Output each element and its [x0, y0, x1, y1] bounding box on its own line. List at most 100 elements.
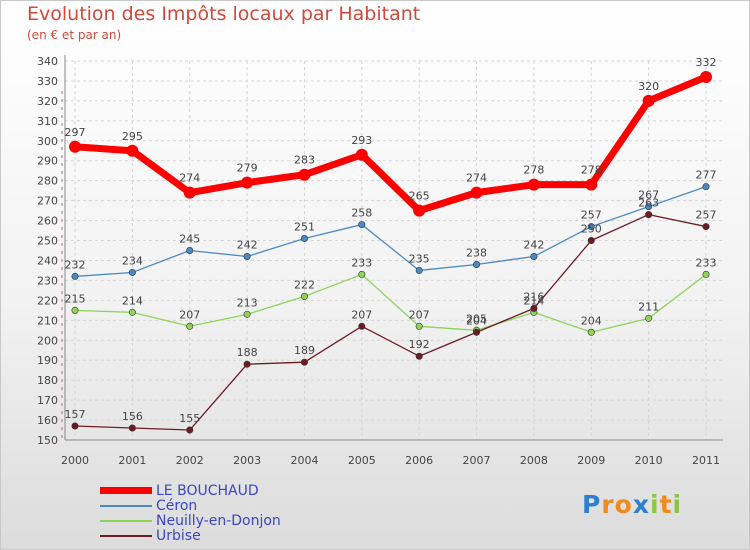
data-label: 293	[351, 134, 372, 147]
x-tick-label: 2003	[233, 454, 261, 467]
legend-label-neuilly-en-donjon: Neuilly-en-Donjon	[156, 513, 281, 529]
data-point	[186, 426, 194, 434]
data-point	[645, 203, 653, 211]
y-tick-label: 240	[37, 254, 58, 267]
data-point	[126, 144, 139, 157]
data-point	[358, 221, 366, 229]
data-label: 332	[696, 56, 717, 69]
data-label: 215	[65, 292, 86, 305]
data-point	[71, 306, 79, 314]
data-point	[415, 352, 423, 360]
data-label: 242	[237, 238, 258, 251]
data-point	[530, 252, 538, 260]
data-point	[358, 270, 366, 278]
logo-letter: P	[582, 490, 602, 519]
data-point	[128, 268, 136, 276]
data-point	[243, 252, 251, 260]
data-label: 233	[696, 256, 717, 269]
x-tick-label: 2001	[118, 454, 146, 467]
legend-swatch-le-bouchaud	[100, 487, 152, 494]
data-point	[527, 178, 540, 191]
data-point	[243, 360, 251, 368]
data-point	[415, 322, 423, 330]
data-label: 235	[409, 252, 430, 265]
data-label: 278	[581, 164, 602, 177]
data-label: 213	[237, 296, 258, 309]
data-point	[415, 266, 423, 274]
y-tick-label: 160	[37, 414, 58, 427]
x-tick-label: 2009	[577, 454, 605, 467]
y-tick-label: 260	[37, 215, 58, 228]
data-label: 211	[638, 300, 659, 313]
data-label: 258	[351, 207, 372, 220]
data-label: 205	[466, 312, 487, 325]
series-line-le-bouchaud	[71, 73, 710, 215]
data-label: 245	[179, 233, 200, 246]
data-label: 274	[179, 172, 200, 185]
data-label: 274	[466, 172, 487, 185]
y-tick-label: 210	[37, 314, 58, 327]
data-label: 207	[351, 308, 372, 321]
x-tick-label: 2004	[290, 454, 318, 467]
legend-label-le-bouchaud: LE BOUCHAUD	[156, 483, 259, 499]
data-label: 155	[179, 412, 200, 425]
data-label: 238	[466, 246, 487, 259]
data-point	[183, 186, 196, 199]
data-point	[186, 322, 194, 330]
data-label: 283	[294, 154, 315, 167]
data-point	[702, 183, 710, 191]
data-point	[702, 270, 710, 278]
data-label: 204	[581, 314, 602, 327]
data-point	[473, 328, 481, 336]
data-point	[642, 94, 655, 107]
y-tick-label: 170	[37, 394, 58, 407]
x-tick-label: 2006	[405, 454, 433, 467]
series-line-neuilly-en-donjon	[74, 273, 707, 333]
y-tick-label: 290	[37, 155, 58, 168]
data-point	[300, 235, 308, 243]
x-tick-label: 2002	[176, 454, 204, 467]
logo-letter: i	[672, 490, 683, 519]
x-tick-label: 2011	[692, 454, 720, 467]
data-point	[473, 260, 481, 268]
legend-swatch-ceron	[100, 505, 152, 507]
legend-swatch-neuilly-en-donjon	[100, 520, 152, 522]
data-label: 265	[409, 190, 430, 203]
data-point	[71, 272, 79, 280]
data-point	[702, 223, 710, 231]
data-label: 257	[581, 209, 602, 222]
data-label: 263	[638, 197, 659, 210]
y-tick-label: 340	[37, 55, 58, 68]
data-point	[300, 358, 308, 366]
data-point	[243, 310, 251, 318]
data-point	[413, 204, 426, 217]
data-label: 222	[294, 278, 315, 291]
data-point	[128, 308, 136, 316]
y-tick-label: 250	[37, 235, 58, 248]
x-tick-label: 2010	[635, 454, 663, 467]
logo-letter: x	[632, 490, 650, 519]
y-tick-label: 270	[37, 195, 58, 208]
y-tick-label: 190	[37, 354, 58, 367]
logo-letter: i	[650, 490, 660, 519]
data-label: 279	[237, 162, 258, 175]
data-label: 188	[237, 346, 258, 359]
data-point	[645, 211, 653, 219]
data-point	[530, 304, 538, 312]
y-tick-label: 180	[37, 374, 58, 387]
y-tick-label: 310	[37, 115, 58, 128]
data-point	[71, 422, 79, 430]
data-label: 156	[122, 410, 143, 423]
data-label: 207	[409, 308, 430, 321]
data-label: 192	[409, 338, 430, 351]
logo-letter: r	[601, 490, 615, 519]
data-label: 214	[523, 294, 544, 307]
y-tick-label: 320	[37, 95, 58, 108]
logo-letter: t	[659, 490, 673, 519]
x-tick-label: 2005	[348, 454, 376, 467]
data-label: 320	[638, 80, 659, 93]
series-line-urbise	[74, 213, 707, 431]
series-line-c-ron	[74, 186, 707, 278]
